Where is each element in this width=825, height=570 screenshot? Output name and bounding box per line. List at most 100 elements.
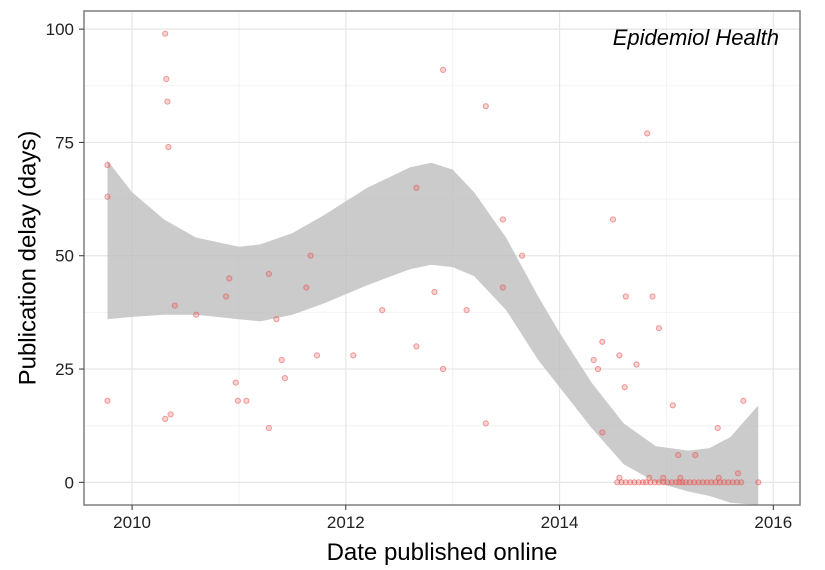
- confidence-band: [107, 160, 759, 505]
- data-point: [594, 365, 602, 373]
- data-point: [499, 284, 506, 291]
- data-point: [644, 130, 651, 137]
- data-point: [660, 479, 667, 486]
- data-point: [712, 479, 719, 486]
- data-point: [622, 293, 629, 300]
- y-tick-label: 25: [55, 360, 74, 379]
- data-point: [669, 402, 676, 409]
- y-tick-label: 75: [55, 133, 74, 152]
- data-point: [651, 479, 658, 486]
- data-point: [734, 470, 742, 477]
- data-point: [265, 270, 272, 277]
- data-point: [738, 479, 745, 486]
- data-point: [755, 479, 762, 486]
- data-point: [313, 352, 321, 359]
- data-point: [649, 293, 656, 300]
- y-tick-label: 50: [55, 247, 74, 266]
- x-tick-label: 2010: [113, 513, 151, 532]
- data-point: [104, 162, 111, 169]
- y-axis-title: Publication delay (days): [14, 131, 41, 386]
- data-point: [379, 307, 386, 314]
- data-point: [164, 98, 171, 105]
- data-point: [163, 75, 170, 83]
- data-point: [223, 293, 230, 300]
- data-point: [655, 325, 663, 332]
- data-point: [303, 284, 310, 291]
- data-point: [686, 479, 694, 486]
- data-point: [695, 479, 702, 486]
- data-point: [599, 429, 606, 436]
- data-point: [692, 452, 699, 459]
- data-point: [162, 30, 169, 37]
- data-point: [463, 307, 470, 314]
- data-point: [714, 424, 721, 432]
- data-point: [729, 479, 736, 486]
- data-point: [716, 479, 724, 486]
- data-point: [193, 311, 200, 318]
- data-point: [232, 379, 239, 386]
- data-point: [682, 479, 689, 486]
- data-point: [499, 216, 506, 223]
- x-axis: 2010 2012 2014 2016: [113, 505, 792, 532]
- data-point: [740, 397, 747, 404]
- data-point: [265, 424, 272, 432]
- data-point: [171, 302, 178, 309]
- data-point: [675, 452, 682, 459]
- data-point: [167, 411, 174, 418]
- data-point: [413, 184, 420, 191]
- data-point: [703, 479, 711, 486]
- y-axis: 0 25 50 75 100: [46, 20, 84, 492]
- data-point: [431, 288, 438, 296]
- data-point: [708, 479, 715, 486]
- data-point: [104, 193, 111, 200]
- data-point: [733, 479, 741, 486]
- data-point: [440, 365, 447, 373]
- data-point: [627, 479, 634, 486]
- panel-border: [83, 10, 801, 506]
- data-point: [631, 479, 638, 486]
- x-axis-title: Date published online: [327, 539, 558, 566]
- data-point: [350, 352, 357, 359]
- data-point: [647, 479, 654, 486]
- y-tick-label: 0: [65, 473, 74, 492]
- data-point: [643, 479, 650, 486]
- y-tick-label: 100: [46, 20, 74, 39]
- data-point: [590, 356, 597, 364]
- data-point: [243, 397, 250, 404]
- data-point: [226, 275, 233, 282]
- data-point: [725, 479, 732, 486]
- data-point: [519, 252, 526, 259]
- data-point: [482, 420, 489, 427]
- data-point: [699, 479, 706, 486]
- data-point: [622, 479, 629, 486]
- data-points: [104, 30, 762, 486]
- data-point: [413, 343, 420, 350]
- data-point: [655, 479, 663, 486]
- x-tick-label: 2012: [327, 513, 365, 532]
- data-point: [721, 479, 728, 486]
- data-point: [307, 252, 314, 259]
- data-point: [609, 216, 617, 223]
- data-point: [273, 316, 280, 323]
- data-point: [660, 474, 667, 481]
- data-point: [165, 143, 172, 151]
- x-tick-label: 2016: [754, 513, 792, 532]
- data-point: [234, 397, 241, 404]
- x-tick-label: 2014: [541, 513, 579, 532]
- data-point: [618, 479, 625, 486]
- data-point: [104, 397, 111, 404]
- data-point: [281, 375, 288, 382]
- panel-annotation: Epidemiol Health: [613, 25, 779, 50]
- data-point: [691, 479, 698, 486]
- data-point: [614, 479, 621, 486]
- data-point: [664, 479, 671, 486]
- data-point: [162, 415, 169, 422]
- data-point: [440, 66, 447, 74]
- data-point: [278, 356, 285, 364]
- data-point: [633, 361, 640, 368]
- data-point: [482, 103, 489, 110]
- data-point: [616, 352, 623, 359]
- confidence-band-area: [107, 160, 759, 505]
- data-point: [635, 479, 642, 486]
